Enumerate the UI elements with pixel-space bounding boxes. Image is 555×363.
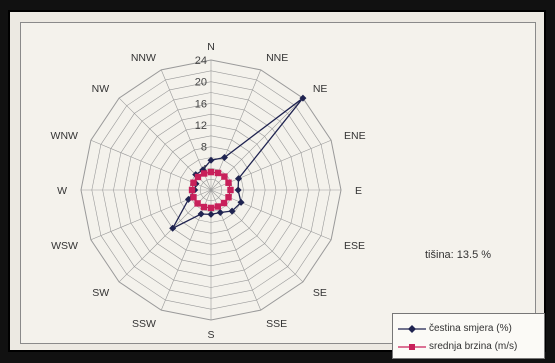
series-1-point-WSW bbox=[190, 194, 197, 201]
series-1-point-WNW bbox=[190, 179, 197, 186]
series-0-point-NE bbox=[299, 94, 307, 102]
radial-tick-8: 8 bbox=[201, 142, 207, 154]
radial-tick-12: 12 bbox=[195, 120, 207, 132]
legend-item-speed: srednja brzina (m/s) bbox=[393, 340, 544, 354]
series-0-point-N bbox=[207, 156, 215, 164]
series-1-point-ESE bbox=[225, 194, 232, 201]
series-1-point-ENE bbox=[225, 179, 232, 186]
direction-label-NW: NW bbox=[92, 83, 110, 95]
direction-label-SW: SW bbox=[92, 287, 109, 299]
wind-rose-chart: 4812162024NNNENEENEEESESESSESSSWSWWSWWWN… bbox=[51, 41, 366, 341]
series-1-point-S bbox=[207, 204, 215, 212]
series-0-point-SSW bbox=[197, 210, 205, 218]
chart-frame: 4812162024NNNENEENEEESESESSESSSWSWWSWWWN… bbox=[8, 10, 546, 359]
direction-label-E: E bbox=[355, 185, 362, 197]
radial-tick-20: 20 bbox=[195, 77, 207, 89]
direction-label-WNW: WNW bbox=[51, 130, 78, 142]
legend-swatch-frequency bbox=[398, 325, 426, 333]
chart-panel: 4812162024NNNENEENEEESESESSESSSWSWWSWWWN… bbox=[20, 22, 545, 359]
series-1-point-W bbox=[188, 186, 196, 194]
calm-annotation: tišina: 13.5 % bbox=[425, 249, 492, 261]
series-1-point-SSW bbox=[200, 203, 208, 211]
series-0-point-ESE bbox=[237, 198, 245, 206]
series-1-point-NNW bbox=[200, 170, 208, 177]
legend-item-frequency: čestina smjera (%) bbox=[393, 322, 544, 336]
direction-label-WSW: WSW bbox=[51, 240, 78, 252]
series-1-point-NW bbox=[194, 173, 202, 181]
series-0-point-S bbox=[207, 210, 215, 218]
series-0-point-ENE bbox=[235, 175, 243, 183]
radial-tick-24: 24 bbox=[195, 55, 207, 67]
spoke-SSE bbox=[210, 189, 262, 311]
series-1-point-N bbox=[207, 168, 215, 176]
direction-label-NNE: NNE bbox=[266, 52, 288, 64]
direction-label-SSE: SSE bbox=[266, 318, 287, 330]
series-1-point-SSE bbox=[214, 203, 222, 210]
series-0-point-E bbox=[234, 186, 242, 194]
series-1-point-E bbox=[227, 186, 234, 194]
direction-label-N: N bbox=[207, 41, 215, 53]
series-0-point-NNE bbox=[220, 153, 228, 161]
radial-tick-16: 16 bbox=[195, 98, 207, 110]
direction-label-SSW: SSW bbox=[132, 318, 156, 330]
legend: čestina smjera (%) srednja brzina (m/s) bbox=[392, 313, 545, 359]
legend-label-speed: srednja brzina (m/s) bbox=[429, 341, 518, 352]
series-1-point-NE bbox=[221, 173, 228, 180]
series-0-point-WSW bbox=[184, 195, 192, 203]
series-1-point-SE bbox=[220, 199, 228, 207]
series-1-point-NNE bbox=[214, 169, 222, 177]
series-0-point-SE bbox=[228, 207, 236, 215]
direction-label-NNW: NNW bbox=[131, 52, 156, 64]
series-0-point-SW bbox=[169, 224, 177, 232]
direction-label-NE: NE bbox=[313, 83, 328, 95]
direction-label-ESE: ESE bbox=[344, 240, 365, 252]
legend-label-frequency: čestina smjera (%) bbox=[429, 323, 512, 334]
direction-label-W: W bbox=[57, 185, 67, 197]
direction-label-ENE: ENE bbox=[344, 130, 366, 142]
direction-label-SE: SE bbox=[313, 287, 327, 299]
series-1-point-SW bbox=[194, 200, 201, 207]
series-0-point-SSE bbox=[216, 209, 224, 217]
legend-swatch-speed bbox=[398, 344, 426, 350]
direction-label-S: S bbox=[207, 329, 214, 341]
